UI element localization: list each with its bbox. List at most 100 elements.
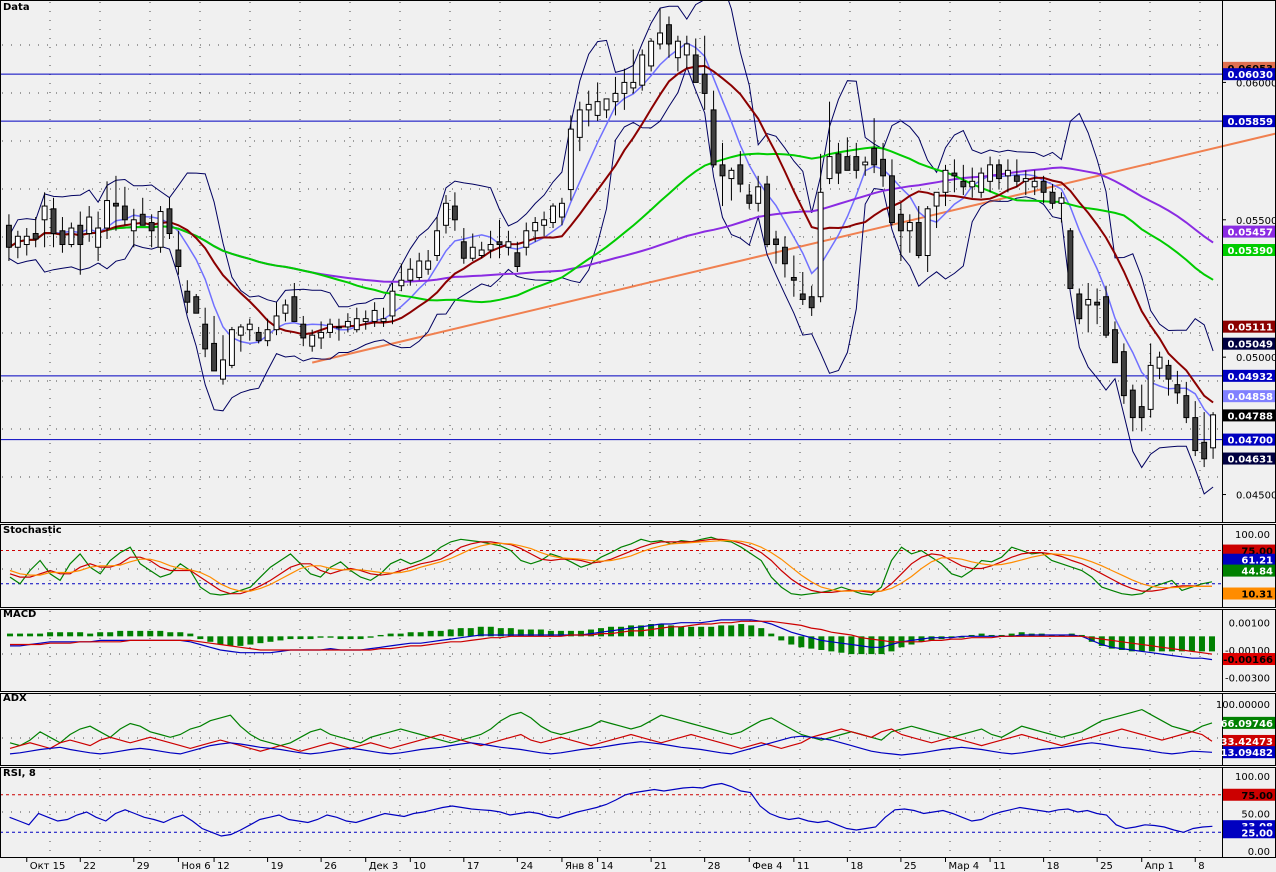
candle-body bbox=[291, 296, 298, 322]
x-axis-tick-label: Дек 3 bbox=[369, 861, 399, 872]
candle-body bbox=[532, 222, 539, 232]
macd-histogram-bar bbox=[698, 626, 705, 637]
value-tag: 0.05859 bbox=[1223, 115, 1275, 128]
indicator-series-line bbox=[9, 708, 1213, 747]
macd-histogram-bar bbox=[387, 633, 394, 637]
x-axis-tick-label: 26 bbox=[324, 861, 337, 872]
macd-signal-line bbox=[10, 620, 1213, 655]
macd-histogram-bar bbox=[1058, 634, 1065, 637]
value-tag-label: 75.00 bbox=[1241, 547, 1273, 558]
candle-body bbox=[576, 109, 583, 138]
candle-body bbox=[407, 268, 414, 281]
candle-body bbox=[1174, 384, 1181, 394]
candle-body bbox=[469, 246, 476, 259]
x-axis-tick-label: 12 bbox=[217, 861, 230, 872]
candle-body bbox=[300, 323, 307, 339]
x-axis-tick-label: 11 bbox=[797, 861, 810, 872]
candle-body bbox=[1094, 301, 1101, 306]
value-tag-label: 10.31 bbox=[1241, 590, 1273, 601]
macd-histogram-bar bbox=[507, 628, 514, 637]
candle-body bbox=[996, 164, 1002, 180]
value-tag-label: 0.04631 bbox=[1227, 455, 1273, 466]
macd-histogram-bar bbox=[237, 636, 244, 646]
value-tag-box bbox=[1223, 225, 1275, 238]
candle-body bbox=[969, 180, 976, 188]
macd-histogram-bar bbox=[1208, 636, 1215, 652]
value-tag: 0.04700 bbox=[1223, 433, 1275, 447]
macd-histogram-bar bbox=[1188, 636, 1195, 652]
macd-histogram-bar bbox=[848, 636, 855, 655]
candle-body bbox=[1156, 356, 1163, 369]
candle-body bbox=[193, 296, 200, 314]
candle-body bbox=[737, 164, 744, 185]
value-tag-label: 0.05049 bbox=[1227, 340, 1273, 351]
candle-body bbox=[104, 200, 110, 229]
macd-histogram-bar bbox=[67, 632, 74, 637]
candle-body bbox=[701, 73, 708, 94]
macd-histogram-bar bbox=[1048, 634, 1055, 637]
macd-histogram-bar bbox=[818, 636, 825, 650]
candle-body bbox=[157, 211, 164, 248]
macd-histogram-bar bbox=[117, 630, 124, 637]
x-axis-tick-label: Окт 15 bbox=[30, 861, 66, 872]
candle-body bbox=[880, 158, 887, 177]
value-tag-box bbox=[1223, 390, 1275, 403]
macd-histogram-bar bbox=[748, 625, 755, 637]
macd-histogram-bar bbox=[868, 636, 875, 655]
candle-body bbox=[32, 233, 39, 240]
macd-histogram-bar bbox=[788, 636, 795, 645]
candle-body bbox=[799, 293, 806, 300]
candle-body bbox=[443, 202, 449, 226]
candle-body bbox=[211, 342, 218, 372]
value-tag: 25.00 bbox=[1223, 826, 1275, 839]
macd-histogram-bar bbox=[968, 634, 975, 637]
value-tag-box bbox=[1223, 544, 1275, 557]
price-panel-title: Data bbox=[3, 2, 30, 13]
indicator-series-line bbox=[9, 539, 1212, 592]
candle-body bbox=[362, 318, 369, 322]
x-axis-tick-label: 22 bbox=[83, 861, 96, 872]
macd-histogram-bar bbox=[738, 624, 745, 637]
price-axis-tick-label: 0.04500 bbox=[1236, 491, 1276, 502]
x-axis-tick-label: 21 bbox=[654, 861, 667, 872]
macd-histogram-bar bbox=[658, 624, 665, 637]
candle-body bbox=[505, 241, 512, 248]
macd-histogram-bar bbox=[728, 625, 735, 637]
value-tag-label: 0.04700 bbox=[1227, 436, 1273, 447]
macd-histogram-bar bbox=[267, 636, 274, 642]
candle-body bbox=[1112, 329, 1118, 364]
candle-body bbox=[1183, 395, 1190, 419]
candle-body bbox=[371, 309, 378, 322]
candle-body bbox=[246, 323, 253, 331]
macd-histogram-bar bbox=[37, 633, 44, 637]
value-tag-box bbox=[1223, 433, 1275, 446]
macd-histogram-bar bbox=[207, 636, 214, 642]
macd-histogram-bar bbox=[77, 632, 84, 637]
candle-body bbox=[666, 24, 672, 45]
macd-histogram-bar bbox=[1078, 634, 1085, 637]
macd-histogram-bar bbox=[147, 630, 154, 637]
candle-body bbox=[327, 323, 333, 333]
macd-histogram-bar bbox=[648, 624, 655, 637]
value-tag-label: 66.09746 bbox=[1220, 719, 1273, 730]
candle-body bbox=[933, 191, 940, 207]
bollinger-middle-line bbox=[8, 42, 1214, 420]
candle-body bbox=[41, 205, 48, 221]
candle-body bbox=[1031, 180, 1038, 188]
x-axis-tick-label: 25 bbox=[904, 861, 917, 872]
candle-body bbox=[282, 304, 289, 314]
candle-body bbox=[1022, 178, 1029, 182]
macd-histogram-bar bbox=[137, 630, 144, 637]
macd-histogram-bar bbox=[988, 634, 995, 637]
macd-panel-title: MACD bbox=[3, 609, 36, 620]
candle-body bbox=[1085, 298, 1092, 306]
candle-body bbox=[674, 40, 681, 59]
x-axis-tick-label: Янв 8 bbox=[565, 861, 594, 872]
macd-histogram-bar bbox=[1158, 636, 1165, 652]
value-tag-box bbox=[1223, 826, 1275, 839]
macd-histogram-bar bbox=[87, 633, 94, 637]
macd-histogram-bar bbox=[527, 629, 534, 637]
candle-body bbox=[95, 227, 102, 248]
value-tag-label: 0.04788 bbox=[1227, 411, 1273, 422]
candle-body bbox=[523, 230, 530, 248]
